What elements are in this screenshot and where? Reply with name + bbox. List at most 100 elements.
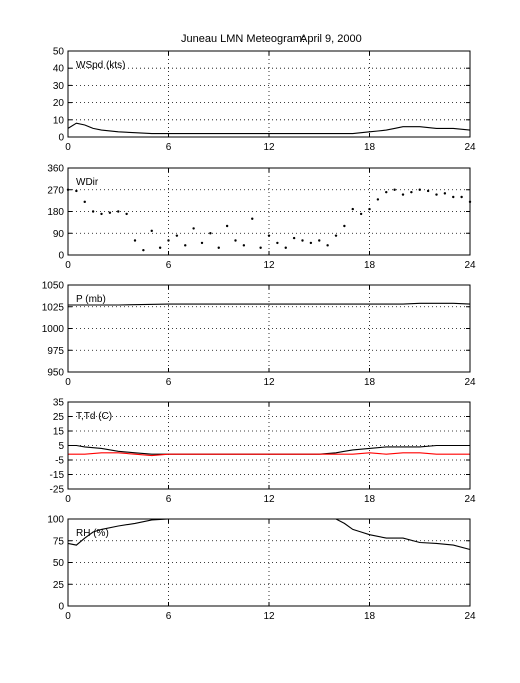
figure-title-date: April 9, 2000: [300, 33, 362, 45]
data-point: [167, 239, 170, 242]
x-tick-label: 12: [263, 260, 275, 271]
data-point: [267, 234, 271, 237]
panel-frame: [67, 167, 471, 256]
y-tick-label: -15: [50, 470, 65, 481]
panel-background: [68, 51, 470, 137]
y-tick-label: 950: [47, 368, 64, 379]
series-line-1: [67, 122, 471, 135]
x-tick-label: 18: [364, 142, 376, 153]
data-point: [301, 239, 304, 242]
y-tick-label: 1000: [42, 324, 65, 335]
x-tick-label: 18: [364, 494, 376, 505]
data-point: [125, 212, 128, 216]
data-point: [292, 236, 296, 240]
data-point: [259, 246, 262, 249]
data-point: [108, 211, 112, 214]
y-tick-label: 25: [53, 580, 65, 591]
y-tick-label: 15: [53, 427, 65, 438]
panel-frame: [67, 401, 471, 490]
data-point: [234, 239, 237, 242]
y-tick-label: 75: [53, 536, 65, 547]
data-point: [100, 212, 103, 216]
panel-2: 0 6 12 18 24 0 90 180 270 360 WDir: [47, 164, 476, 272]
panel-5: 0 6 12 18 24 0 25 50 75 100 RH (%): [47, 515, 476, 623]
data-point: [443, 192, 447, 195]
data-point: [401, 193, 405, 196]
y-tick-label: 35: [53, 398, 65, 409]
data-point: [343, 224, 346, 228]
x-tick-label: 24: [464, 260, 476, 271]
data-point: [460, 195, 463, 199]
y-tick-label: 10: [53, 115, 65, 126]
data-point: [251, 217, 254, 220]
figure-title-place: Juneau LMN Meteogram:: [181, 33, 305, 45]
data-point: [175, 234, 179, 237]
x-tick-label: 6: [166, 494, 172, 505]
y-tick-label: 50: [53, 47, 65, 58]
y-tick-label: 1050: [42, 281, 65, 292]
data-point: [276, 241, 279, 245]
series-line-2: [68, 452, 470, 457]
data-point: [376, 198, 380, 201]
data-point: [426, 189, 430, 193]
data-point: [393, 188, 396, 191]
panel-3: 0 6 12 18 24 950 975 1000 1025 1050 P (mb): [42, 281, 476, 389]
data-point: [217, 246, 220, 249]
y-tick-label: 180: [47, 207, 64, 218]
data-point: [225, 224, 229, 228]
x-tick-label: 6: [166, 260, 172, 271]
data-point: [192, 227, 195, 230]
x-tick-label: 12: [263, 142, 275, 153]
x-tick-label: 0: [65, 494, 71, 505]
data-point: [334, 234, 338, 237]
y-tick-label: -25: [50, 485, 65, 496]
data-point: [83, 200, 86, 204]
y-tick-label: 0: [58, 251, 64, 262]
panel-frame: [67, 50, 471, 138]
x-tick-label: 0: [65, 142, 71, 153]
y-tick-label: 360: [47, 164, 64, 175]
data-point: [142, 248, 145, 252]
y-tick-label: 975: [47, 346, 64, 357]
data-point: [150, 229, 153, 233]
y-tick-label: 50: [53, 558, 65, 569]
panel-frame: [67, 284, 471, 373]
y-tick-label: 0: [58, 602, 64, 613]
panel-4: 0 6 12 18 24 -25 -15 -5 5 15 25 35 T,Td (C): [50, 398, 476, 506]
data-point: [368, 207, 371, 211]
x-tick-label: 24: [464, 142, 476, 153]
data-point: [158, 246, 162, 249]
data-point: [284, 246, 287, 249]
y-tick-label: 20: [53, 98, 65, 109]
data-point: [242, 244, 246, 247]
data-point: [200, 241, 204, 245]
x-tick-label: 18: [364, 377, 376, 388]
data-point: [410, 190, 413, 194]
x-tick-label: 0: [65, 377, 71, 388]
data-point: [351, 207, 354, 211]
x-tick-label: 6: [166, 142, 172, 153]
data-point: [452, 195, 455, 199]
data-point: [117, 210, 120, 213]
series-line-1: [68, 302, 471, 306]
y-tick-label: 30: [53, 81, 65, 92]
data-point: [75, 189, 78, 193]
data-point: [91, 210, 95, 213]
y-tick-label: 25: [53, 412, 65, 423]
panel-label-t-td-c: T,Td (C): [76, 411, 112, 422]
data-point: [184, 244, 187, 247]
y-tick-label: 1025: [42, 302, 65, 313]
y-tick-label: 40: [53, 64, 65, 75]
y-tick-label: 90: [53, 229, 65, 240]
y-tick-label: -5: [55, 456, 64, 467]
panel-label-wdir: WDir: [76, 177, 99, 188]
x-tick-label: 6: [166, 377, 172, 388]
x-tick-label: 0: [65, 260, 71, 271]
x-tick-label: 12: [263, 611, 275, 622]
panel-frame: [67, 518, 471, 607]
data-point: [385, 190, 388, 194]
x-tick-label: 0: [65, 611, 71, 622]
x-tick-label: 6: [166, 611, 172, 622]
